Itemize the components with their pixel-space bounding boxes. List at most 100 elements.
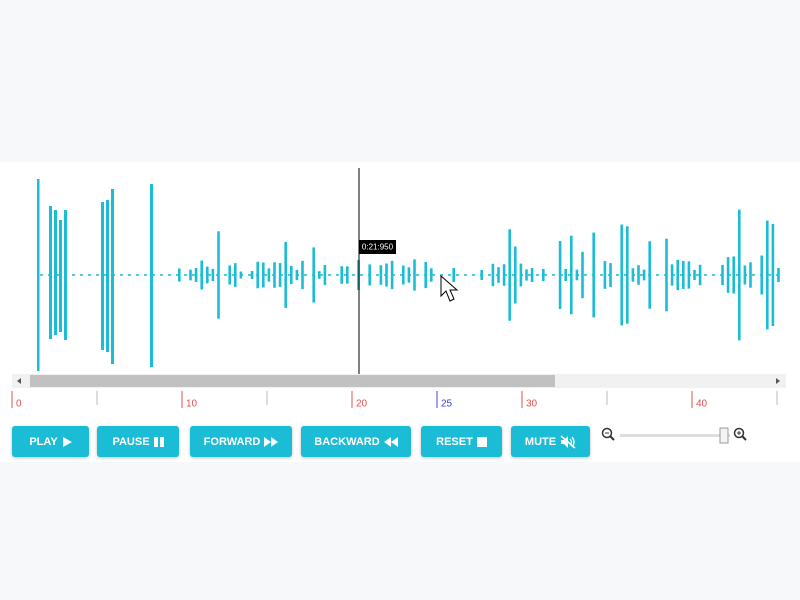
time-label: 20 — [356, 399, 368, 410]
zoom-in-icon — [741, 435, 747, 441]
wave-bar — [575, 269, 579, 281]
mouse-cursor — [440, 274, 459, 302]
wave-bar — [211, 268, 215, 282]
wave-bar — [525, 269, 528, 281]
wave-bar — [54, 210, 57, 335]
mute-icon — [560, 434, 576, 449]
zoom-slider-thumb[interactable] — [719, 427, 729, 444]
wave-bar — [771, 224, 775, 326]
wave-bar — [346, 266, 349, 284]
marker-label: 25 — [441, 399, 453, 410]
wave-bar — [379, 265, 383, 285]
button-label: BACKWARD — [314, 435, 380, 448]
wave-bar — [592, 232, 595, 318]
stop-icon — [476, 436, 487, 447]
wave-bar — [670, 264, 674, 286]
wave-bar — [106, 200, 109, 352]
wave-bar — [570, 235, 573, 315]
wave-bar — [413, 259, 416, 291]
wave-bar — [502, 264, 506, 286]
reset-button[interactable]: RESET — [421, 426, 502, 457]
wave-bar — [250, 270, 254, 280]
button-label: PAUSE — [112, 435, 150, 448]
wave-bar — [558, 241, 562, 309]
scroll-right[interactable] — [776, 378, 780, 384]
pause-icon — [153, 436, 164, 447]
wave-bar — [368, 264, 371, 286]
time-label: 10 — [186, 399, 198, 410]
wave-bar — [150, 184, 153, 367]
wave-bar — [648, 241, 651, 309]
wave-bar — [385, 263, 388, 287]
wave-bar — [542, 268, 545, 282]
wave-bar — [301, 260, 304, 290]
wave-bar — [626, 226, 629, 324]
wave-bar — [290, 265, 293, 285]
button-label: PLAY — [29, 435, 58, 448]
wave-bar — [687, 261, 691, 289]
time-label: 0 — [16, 399, 22, 410]
wave-bar — [318, 271, 321, 279]
wave-bar — [267, 268, 271, 282]
wave-bar — [631, 268, 635, 282]
scrollbar-thumb[interactable] — [30, 375, 555, 387]
timeline: 0 10 20 30 40 25 — [11, 391, 778, 410]
wave-bar — [676, 259, 679, 291]
wave-bar — [760, 255, 763, 295]
scroll-left[interactable] — [17, 378, 21, 384]
wave-bar — [323, 265, 327, 285]
zoom-in-icon[interactable] — [733, 427, 745, 439]
wave-bar — [637, 265, 640, 285]
wave-bar — [194, 267, 198, 283]
time-label: 40 — [696, 399, 708, 410]
wave-bar — [217, 231, 220, 319]
wave-bar — [564, 269, 567, 281]
wave-bar — [508, 229, 511, 321]
wave-bar — [581, 251, 584, 299]
wave-bar — [452, 267, 455, 283]
wave-bar — [228, 265, 231, 285]
playhead-tooltip — [359, 240, 396, 254]
forward-icon — [264, 436, 279, 447]
mute-button[interactable]: MUTE — [511, 426, 590, 457]
wave-bar — [766, 220, 769, 330]
wave-bar — [642, 269, 646, 281]
wave-bar — [178, 268, 181, 282]
button-label: RESET — [436, 435, 473, 448]
play-button[interactable]: PLAY — [12, 426, 89, 457]
wave-bar — [312, 247, 315, 303]
wave-bar — [273, 262, 276, 288]
time-label: 30 — [526, 399, 538, 410]
wave-bar — [424, 261, 427, 289]
wave-bar — [64, 210, 67, 340]
wave-bar — [340, 266, 343, 284]
pause-button[interactable]: PAUSE — [97, 426, 179, 457]
wave-bar — [402, 265, 405, 285]
wave-bar — [519, 263, 523, 287]
forward-button[interactable]: FORWARD — [190, 426, 292, 457]
wave-bar — [514, 246, 517, 304]
zoom-out-icon — [609, 435, 615, 441]
player-panel — [0, 162, 800, 462]
zoom-control — [601, 427, 747, 444]
zoom-out-icon[interactable] — [601, 427, 613, 439]
wave-bar — [743, 265, 747, 285]
wave-bar — [497, 267, 500, 283]
wave-bar — [620, 224, 623, 326]
play-icon — [62, 436, 72, 447]
wave-bar — [430, 268, 433, 282]
wave-bar — [234, 263, 237, 287]
wave-bar — [37, 179, 40, 371]
wave-bar — [59, 220, 62, 332]
backward-button[interactable]: BACKWARD — [301, 426, 411, 457]
wave-bar — [491, 263, 495, 287]
button-label: MUTE — [524, 435, 557, 448]
wave-bar — [480, 270, 483, 280]
wave-bar — [698, 264, 702, 286]
wave-bar — [682, 261, 685, 289]
wave-bar — [693, 270, 696, 280]
zoom-slider-track[interactable] — [620, 434, 730, 437]
wave-bar — [726, 257, 730, 293]
wave-bar — [777, 267, 780, 283]
